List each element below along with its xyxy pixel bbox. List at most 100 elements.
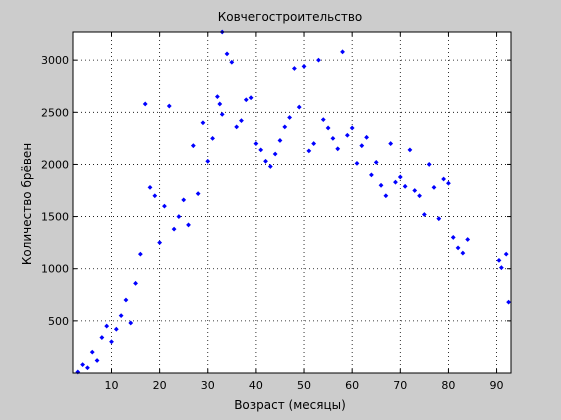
data-point (243, 97, 249, 103)
data-point (113, 326, 119, 332)
data-point (104, 323, 110, 329)
data-point (460, 250, 466, 256)
data-point (277, 138, 283, 143)
data-point (316, 57, 321, 63)
data-point (263, 158, 268, 164)
data-point (330, 135, 336, 141)
data-point (195, 191, 201, 197)
data-point (359, 143, 365, 149)
data-point (287, 115, 292, 120)
data-point (446, 180, 451, 186)
data-point (94, 358, 100, 363)
data-point (378, 182, 384, 188)
data-point (325, 125, 331, 131)
data-point (292, 66, 297, 71)
data-point (133, 280, 138, 286)
plot-area (73, 32, 511, 373)
data-point (417, 193, 422, 199)
data-point (267, 164, 273, 169)
data-point (210, 135, 215, 141)
data-point (320, 117, 326, 122)
data-point (441, 176, 447, 182)
data-point (258, 147, 264, 153)
data-point (205, 158, 211, 164)
y-tick-label: 2500 (41, 106, 69, 119)
data-point (388, 141, 394, 146)
data-point (109, 339, 114, 345)
data-point (335, 146, 341, 152)
x-tick-label: 30 (201, 379, 215, 392)
data-point (344, 132, 350, 138)
data-point (465, 237, 471, 242)
x-tick-label: 60 (345, 379, 359, 392)
data-point (436, 216, 442, 222)
data-point (455, 245, 461, 251)
data-point (118, 313, 124, 319)
data-point (421, 212, 427, 217)
data-point (123, 297, 129, 303)
data-point (162, 203, 167, 209)
data-point (498, 265, 504, 271)
data-point (166, 103, 172, 109)
data-point (248, 95, 254, 101)
data-point (217, 101, 223, 107)
x-axis-label: Возраст (месяцы) (234, 398, 346, 412)
data-point (383, 193, 389, 199)
data-point (80, 362, 86, 368)
data-point (200, 120, 206, 126)
y-axis-label: Количество брёвен (20, 143, 34, 265)
data-point (89, 349, 95, 355)
x-tick-label: 40 (249, 379, 263, 392)
data-point (450, 235, 456, 240)
data-point (234, 124, 240, 130)
data-point (181, 197, 187, 203)
data-point (214, 94, 220, 100)
data-point (128, 320, 134, 326)
data-point (147, 184, 153, 190)
chart-title: Ковчегостроительство (218, 10, 363, 24)
x-tick-label: 80 (441, 379, 455, 392)
x-tick-label: 70 (393, 379, 407, 392)
y-tick-label: 500 (48, 315, 69, 328)
data-point (354, 160, 360, 166)
data-point (239, 118, 244, 124)
data-point (253, 141, 259, 146)
axes-frame (72, 31, 512, 374)
data-point (407, 147, 413, 153)
grid (73, 32, 511, 373)
data-point (99, 335, 105, 340)
data-point (306, 148, 312, 154)
data-point (190, 143, 196, 149)
y-axis-ticks: 500 1000 1500 2000 2500 3000 (41, 54, 511, 328)
data-point (282, 124, 288, 130)
data-point (364, 134, 370, 140)
data-points (75, 29, 511, 375)
data-point (373, 159, 379, 165)
x-axis-ticks: 10 20 30 40 50 60 70 80 90 (105, 32, 504, 392)
data-point (412, 188, 418, 193)
data-point (224, 51, 230, 57)
data-point (157, 240, 163, 246)
x-tick-label: 20 (153, 379, 167, 392)
data-point (426, 162, 432, 167)
data-point (506, 299, 511, 305)
data-point (301, 64, 307, 69)
data-point (176, 214, 182, 219)
data-point (272, 151, 278, 157)
y-tick-label: 2000 (41, 158, 69, 171)
x-tick-label: 10 (105, 379, 119, 392)
data-point (171, 226, 177, 232)
data-point (229, 59, 235, 65)
y-tick-label: 3000 (41, 54, 69, 67)
data-point (402, 183, 408, 189)
data-point (393, 179, 398, 185)
x-tick-label: 50 (297, 379, 311, 392)
data-point (369, 172, 374, 178)
data-point (496, 257, 502, 263)
data-point (503, 251, 509, 257)
x-tick-label: 90 (490, 379, 504, 392)
data-point (219, 111, 225, 117)
data-point (311, 141, 317, 146)
